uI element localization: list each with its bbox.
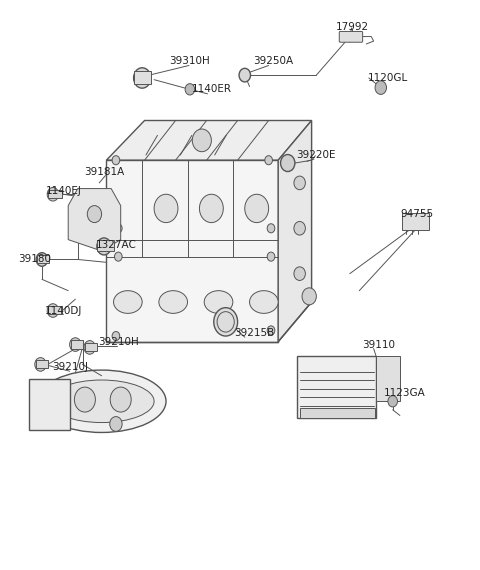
Circle shape — [115, 224, 122, 233]
Ellipse shape — [250, 291, 278, 314]
Circle shape — [154, 194, 178, 223]
Polygon shape — [107, 160, 278, 342]
Ellipse shape — [204, 291, 233, 314]
Circle shape — [97, 238, 111, 255]
Text: 39110: 39110 — [362, 340, 395, 349]
Ellipse shape — [37, 370, 166, 433]
Circle shape — [70, 338, 81, 351]
Circle shape — [185, 84, 195, 95]
Circle shape — [35, 357, 46, 371]
Text: 17992: 17992 — [336, 22, 369, 32]
Bar — [37, 255, 49, 263]
Circle shape — [388, 396, 397, 407]
Polygon shape — [278, 120, 312, 342]
Text: 39250A: 39250A — [253, 56, 293, 66]
Circle shape — [267, 224, 275, 233]
Polygon shape — [278, 120, 312, 342]
Circle shape — [199, 194, 223, 223]
Bar — [134, 71, 151, 84]
Text: 39310H: 39310H — [169, 56, 210, 66]
Circle shape — [265, 156, 273, 165]
Text: 1140EJ: 1140EJ — [46, 186, 82, 197]
Polygon shape — [68, 189, 120, 251]
Circle shape — [294, 267, 305, 280]
Circle shape — [192, 129, 211, 152]
Text: 1120GL: 1120GL — [368, 73, 408, 83]
Circle shape — [133, 68, 151, 88]
Circle shape — [84, 341, 96, 354]
Circle shape — [281, 154, 295, 172]
Ellipse shape — [49, 380, 154, 422]
Text: 39210H: 39210H — [98, 337, 139, 347]
Text: 94755: 94755 — [400, 209, 433, 219]
Circle shape — [245, 194, 269, 223]
Text: 39210J: 39210J — [53, 363, 89, 372]
Circle shape — [294, 222, 305, 235]
Bar — [36, 360, 48, 368]
Bar — [376, 356, 400, 401]
Text: 1327AC: 1327AC — [96, 241, 136, 250]
Text: 39181A: 39181A — [84, 166, 124, 177]
Bar — [297, 356, 376, 418]
Polygon shape — [107, 120, 312, 160]
Circle shape — [214, 308, 238, 336]
FancyBboxPatch shape — [339, 31, 363, 42]
Ellipse shape — [114, 291, 142, 314]
Bar — [71, 340, 83, 348]
Circle shape — [375, 81, 386, 95]
Circle shape — [267, 252, 275, 261]
Ellipse shape — [159, 291, 188, 314]
Bar — [97, 239, 114, 251]
Circle shape — [302, 288, 316, 305]
Bar — [48, 306, 62, 315]
Circle shape — [87, 206, 102, 223]
Circle shape — [47, 304, 59, 317]
Text: 1123GA: 1123GA — [384, 388, 425, 398]
Circle shape — [110, 417, 122, 431]
Text: 39180: 39180 — [18, 254, 51, 264]
Text: 1140DJ: 1140DJ — [45, 306, 82, 316]
Text: 39215B: 39215B — [234, 328, 275, 338]
Circle shape — [239, 68, 251, 82]
Bar — [402, 213, 429, 230]
Circle shape — [36, 253, 48, 266]
Circle shape — [47, 188, 59, 201]
Polygon shape — [107, 120, 312, 160]
Circle shape — [110, 387, 131, 412]
Circle shape — [112, 156, 120, 165]
Polygon shape — [107, 160, 278, 342]
Circle shape — [74, 387, 96, 412]
Circle shape — [115, 252, 122, 261]
Circle shape — [267, 326, 275, 335]
Bar — [48, 190, 62, 198]
Bar — [29, 378, 70, 430]
Circle shape — [112, 332, 120, 341]
Bar — [85, 343, 97, 351]
Circle shape — [294, 176, 305, 190]
Text: 39220E: 39220E — [297, 149, 336, 160]
Bar — [300, 408, 375, 418]
Text: 1140ER: 1140ER — [192, 84, 231, 94]
